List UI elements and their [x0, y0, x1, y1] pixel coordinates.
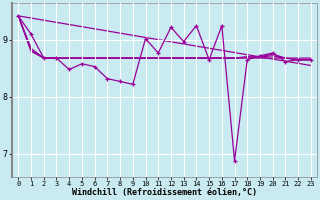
X-axis label: Windchill (Refroidissement éolien,°C): Windchill (Refroidissement éolien,°C)	[72, 188, 257, 197]
